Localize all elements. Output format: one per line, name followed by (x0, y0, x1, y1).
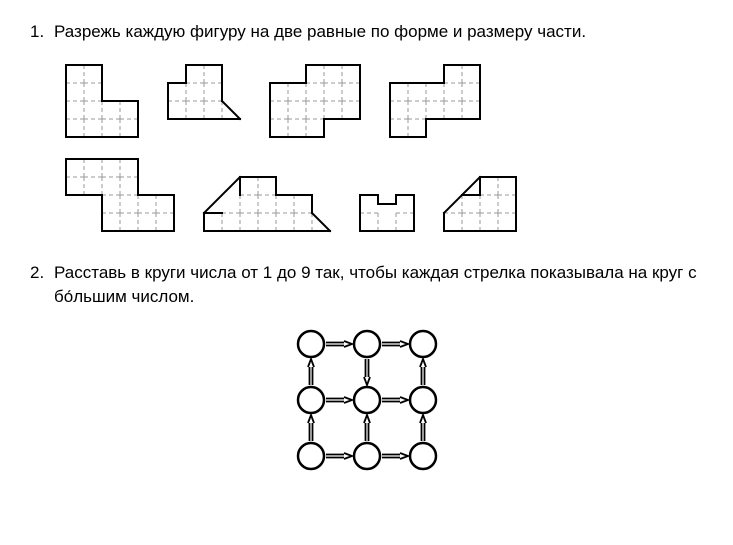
shape2 (168, 65, 240, 119)
shape3 (270, 65, 360, 137)
shape1 (66, 65, 138, 137)
shape8 (444, 177, 516, 231)
circle-arrow-diagram (295, 328, 439, 472)
circle-1-1 (354, 387, 380, 413)
circle-2-1 (410, 387, 436, 413)
problem-1-figures (64, 63, 703, 233)
circle-1-0 (354, 331, 380, 357)
circle-2-2 (410, 443, 436, 469)
problem-1-text: 1. Разрежь каждую фигуру на две равные п… (30, 20, 703, 45)
problem-2-figure (30, 328, 703, 472)
problem-2-body: Расставь в круги числа от 1 до 9 так, чт… (54, 261, 703, 310)
shape4 (390, 65, 480, 137)
problem-1-number: 1. (30, 20, 54, 45)
circle-0-1 (298, 387, 324, 413)
shape5 (66, 159, 174, 231)
problem-1-body: Разрежь каждую фигуру на две равные по ф… (54, 20, 703, 45)
polyomino-figures (64, 63, 518, 233)
circle-0-2 (298, 443, 324, 469)
circle-0-0 (298, 331, 324, 357)
problem-2-number: 2. (30, 261, 54, 310)
problem-1: 1. Разрежь каждую фигуру на две равные п… (30, 20, 703, 233)
problem-2-text: 2. Расставь в круги числа от 1 до 9 так,… (30, 261, 703, 310)
circle-1-2 (354, 443, 380, 469)
shape6 (204, 177, 330, 231)
problem-2: 2. Расставь в круги числа от 1 до 9 так,… (30, 261, 703, 472)
circle-2-0 (410, 331, 436, 357)
shape7 (360, 195, 414, 231)
